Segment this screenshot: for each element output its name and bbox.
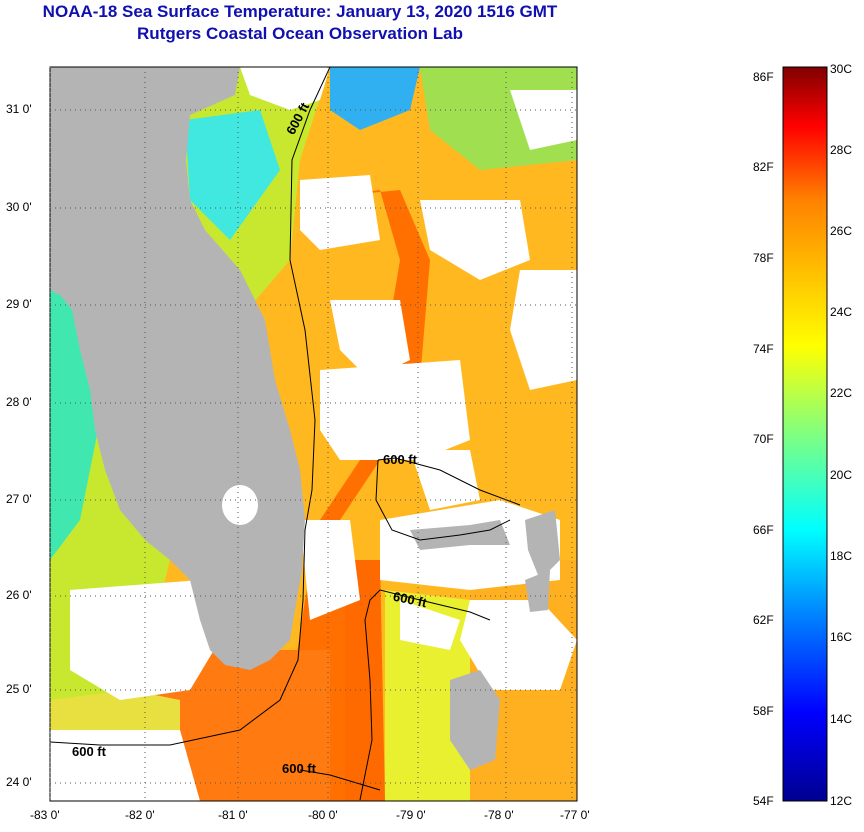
lon-label: -77 0' — [560, 808, 590, 822]
colorbar-f-label: 74F — [753, 342, 774, 356]
colorbar-c-label: 16C — [830, 630, 853, 644]
contour-label: 600 ft — [383, 452, 417, 467]
cloud-cover — [50, 67, 577, 801]
eleuthera-island — [525, 570, 550, 612]
colorbar-c-label: 24C — [830, 305, 853, 319]
lat-label: 31 0' — [6, 102, 32, 116]
contour-label: 600 ft — [72, 744, 106, 759]
colorbar-c-label: 28C — [830, 143, 853, 157]
colorbar-f-label: 70F — [753, 432, 774, 446]
colorbar-f-label: 54F — [753, 794, 774, 808]
lat-label: 27 0' — [6, 492, 32, 506]
lat-label: 24 0' — [6, 775, 32, 789]
map-subtitle: Rutgers Coastal Ocean Observation Lab — [137, 24, 463, 43]
colorbar-f-label: 62F — [753, 613, 774, 627]
gulf-stream-south — [345, 560, 385, 801]
lat-label: 26 0' — [6, 588, 32, 602]
andros-island — [450, 670, 500, 770]
lon-label: -78 0' — [484, 808, 514, 822]
colorbar-f-label: 66F — [753, 523, 774, 537]
colorbar-c-label: 18C — [830, 549, 853, 563]
abaco-island — [525, 510, 560, 580]
keys-yellow-water — [50, 690, 180, 740]
map-title: NOAA-18 Sea Surface Temperature: January… — [42, 2, 558, 21]
colorbar-c-label: 20C — [830, 468, 853, 482]
colorbar-c-label: 26C — [830, 224, 853, 238]
colorbar-f-label: 58F — [753, 704, 774, 718]
colorbar-c-label: 12C — [830, 794, 853, 808]
contour-label: 600 ft — [282, 761, 316, 776]
depth-contours — [50, 67, 521, 801]
lat-label: 28 0' — [6, 395, 32, 409]
lat-label: 29 0' — [6, 297, 32, 311]
colorbar-c-label: 14C — [830, 712, 853, 726]
lake-okeechobee — [222, 485, 258, 525]
lon-label: -83 0' — [30, 808, 60, 822]
lon-label: -80 0' — [308, 808, 338, 822]
colorbar-c-label: 30C — [830, 62, 853, 76]
lat-label: 25 0' — [6, 682, 32, 696]
north-cool-water — [330, 67, 420, 130]
lon-label: -82 0' — [125, 808, 155, 822]
northeast-gulf-cool-water — [185, 110, 280, 240]
map-frame — [49, 66, 578, 802]
lon-label: -79 0' — [396, 808, 426, 822]
colorbar-f-label: 82F — [753, 160, 774, 174]
colorbar-f-label: 78F — [753, 251, 774, 265]
colorbar — [782, 66, 828, 802]
colorbar-f-label: 86F — [753, 70, 774, 84]
lat-label: 30 0' — [6, 200, 32, 214]
lon-label: -81 0' — [218, 808, 248, 822]
colorbar-c-label: 22C — [830, 386, 853, 400]
